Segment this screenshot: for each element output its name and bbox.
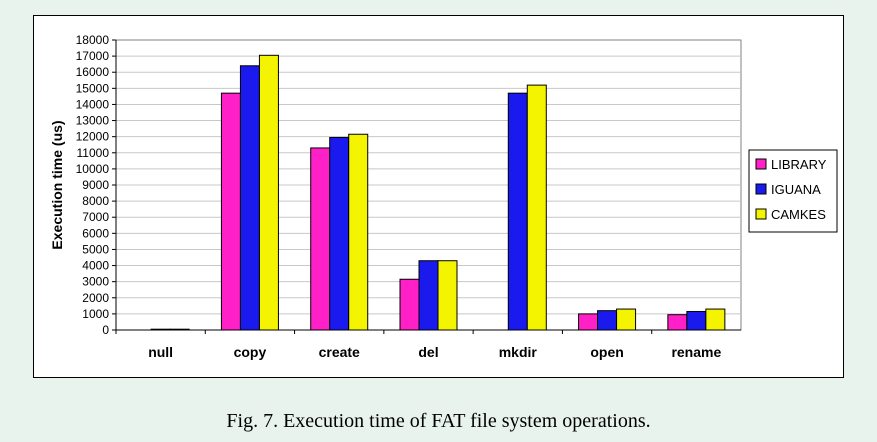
y-tick-label: 18000 — [76, 33, 110, 47]
bar-library-rename — [667, 314, 688, 331]
x-tick-label: open — [590, 344, 623, 360]
y-tick-label: 6000 — [82, 226, 109, 240]
y-tick-label: 3000 — [82, 275, 109, 289]
bar-iguana-mkdir — [507, 92, 528, 331]
y-tick-label: 16000 — [76, 65, 110, 79]
y-tick-label: 8000 — [82, 194, 109, 208]
x-tick-label: rename — [671, 344, 721, 360]
bar-camkes-create — [348, 133, 369, 331]
x-tick-label: mkdir — [499, 344, 538, 360]
bar-iguana-copy — [239, 65, 260, 331]
bar-library-open — [578, 313, 599, 331]
legend-swatch-camkes — [755, 208, 767, 220]
bar-library-del — [399, 278, 420, 331]
legend-label-camkes: CAMKES — [771, 207, 826, 222]
y-tick-label: 4000 — [82, 259, 109, 273]
y-tick-label: 13000 — [76, 114, 110, 128]
x-tick-label: del — [418, 344, 438, 360]
bar-iguana-null — [150, 328, 171, 331]
bar-camkes-null — [169, 328, 190, 331]
x-tick-label: create — [319, 344, 360, 360]
y-tick-label: 0 — [102, 323, 109, 337]
bar-camkes-copy — [258, 54, 279, 331]
legend-swatch-iguana — [755, 183, 767, 195]
y-tick-label: 2000 — [82, 291, 109, 305]
y-tick-label: 7000 — [82, 210, 109, 224]
legend-label-iguana: IGUANA — [771, 182, 821, 197]
y-tick-label: 11000 — [77, 146, 110, 160]
y-tick-label: 15000 — [76, 81, 110, 95]
bar-camkes-open — [616, 308, 637, 331]
bar-iguana-open — [597, 310, 618, 331]
y-tick-label: 10000 — [76, 162, 110, 176]
bar-library-create — [310, 147, 331, 331]
bar-library-copy — [220, 92, 241, 331]
legend-label-library: LIBRARY — [771, 157, 827, 172]
y-tick-label: 1000 — [82, 307, 109, 321]
chart-svg: 0 1000 2000 3000 4000 5000 6000 7000 8000 9000 100… — [49, 33, 838, 360]
bar-iguana-rename — [686, 310, 707, 331]
bar-camkes-del — [437, 260, 458, 331]
chart-frame: 0 1000 2000 3000 4000 5000 6000 7000 8000 9000 100… — [33, 15, 844, 378]
bar-iguana-create — [329, 136, 350, 331]
legend-swatch-library — [755, 158, 767, 170]
y-tick-label: 14000 — [76, 97, 110, 111]
y-tick-label: 9000 — [82, 178, 109, 192]
x-tick-label: null — [148, 344, 173, 360]
x-tick-label: copy — [234, 344, 267, 360]
bar-camkes-mkdir — [526, 84, 547, 331]
y-tick-label: 12000 — [76, 130, 110, 144]
bar-camkes-rename — [705, 308, 726, 331]
bar-iguana-del — [418, 260, 439, 331]
figure-caption: Fig. 7. Execution time of FAT file syste… — [226, 410, 651, 432]
y-tick-label: 17000 — [76, 49, 110, 63]
y-axis-label: Execution time (us) — [49, 120, 65, 249]
y-tick-label: 5000 — [82, 242, 109, 256]
